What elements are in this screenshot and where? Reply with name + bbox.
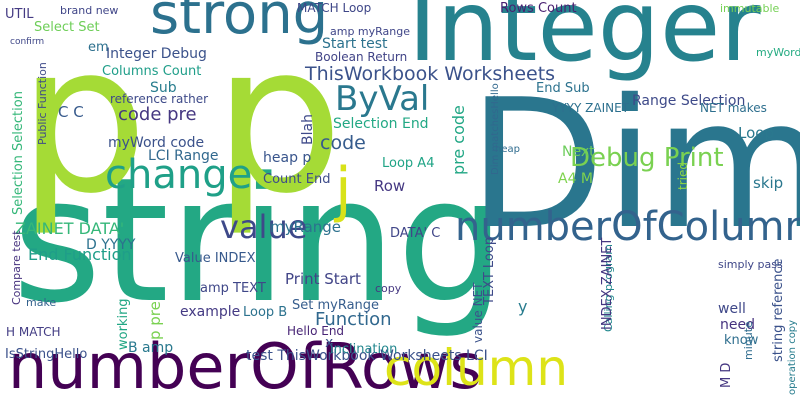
word: Dim xyxy=(468,61,800,268)
word: TEXT Loop xyxy=(482,237,497,306)
word: amp TEXT xyxy=(200,281,266,296)
word: C C xyxy=(58,103,84,121)
word: D YYYY xyxy=(86,237,136,253)
word: Function xyxy=(315,309,392,330)
word: B amp xyxy=(128,340,173,356)
word: Loop B xyxy=(243,305,287,320)
word: Loop A4 xyxy=(382,156,434,171)
word: YYYY ZAINET xyxy=(551,101,630,115)
word: Integer Debug xyxy=(106,46,207,62)
word: value NET xyxy=(471,282,485,343)
word: numberOfRows xyxy=(8,330,482,400)
word: IsStringHello xyxy=(5,347,87,362)
word: operation copy xyxy=(787,320,798,395)
word: brand new xyxy=(60,4,118,17)
word: p pre xyxy=(146,301,164,340)
word: strong xyxy=(150,0,328,47)
word: H MATCH xyxy=(6,325,61,339)
word: myRange xyxy=(270,218,341,236)
word: value xyxy=(220,208,307,246)
word: string xyxy=(12,140,506,341)
word: reference rather xyxy=(110,92,208,106)
word: Print Start xyxy=(285,270,361,288)
word: Next xyxy=(562,144,595,160)
word: End Function xyxy=(28,245,132,264)
word: ThisWorkbook Worksheets xyxy=(304,63,555,85)
word: Select Set xyxy=(34,20,100,35)
word: inclination xyxy=(330,342,397,357)
word: Sub xyxy=(150,80,177,96)
word: x xyxy=(325,335,333,351)
word: code pre xyxy=(118,104,197,125)
word: immutable xyxy=(720,2,780,15)
word: p p xyxy=(18,1,343,239)
word: End Sub xyxy=(536,81,590,96)
word: heap xyxy=(495,144,520,155)
word: myWord xyxy=(756,46,800,59)
word: column xyxy=(384,339,568,397)
word: Integer xyxy=(408,0,761,84)
word: Rows Count xyxy=(500,1,577,16)
word: amp myRange xyxy=(330,25,410,38)
word: Calling program xyxy=(602,244,615,332)
word: Boolean Return xyxy=(315,50,407,64)
word: Loop xyxy=(738,124,774,142)
word: test ThisWorkbook Worksheets LCI xyxy=(246,348,488,364)
word: copy xyxy=(375,282,402,295)
word: Debug Print xyxy=(570,143,724,173)
word: UTIL xyxy=(5,7,34,22)
word: Blah xyxy=(300,114,316,145)
word: heap p xyxy=(263,150,311,166)
word: Value INDEX xyxy=(175,251,256,266)
word: y xyxy=(518,297,527,316)
word: Dim matchesHello xyxy=(490,83,501,175)
word: simply pass xyxy=(718,258,783,271)
word: em xyxy=(88,40,109,55)
word: need xyxy=(720,317,755,333)
word: A4 M xyxy=(558,171,593,187)
word: confirm xyxy=(10,37,44,47)
word: code xyxy=(320,132,366,154)
word: myWord code xyxy=(108,135,204,151)
word: numberOfColumns xyxy=(455,204,800,250)
word: Compare test xyxy=(10,230,23,305)
word: Selection Selection xyxy=(11,91,26,215)
word: example xyxy=(180,304,240,320)
word: Range Selection xyxy=(632,93,745,109)
word: Public Function xyxy=(36,62,49,145)
word: LCI Range xyxy=(148,148,219,164)
word: make xyxy=(26,296,56,309)
word: j xyxy=(333,155,352,225)
word: Set myRange xyxy=(292,298,379,313)
word: ZAINET DATA' xyxy=(15,219,124,238)
word: minute xyxy=(742,321,755,360)
word: INDEX ZAINET xyxy=(600,238,615,330)
word: Row xyxy=(374,177,405,195)
word: NET makes xyxy=(700,101,767,115)
word: well xyxy=(718,301,746,317)
word: string reference xyxy=(771,258,786,362)
word: skip xyxy=(753,174,783,192)
word: M D xyxy=(719,363,734,388)
word: ByVal xyxy=(335,79,429,119)
word: Hello End xyxy=(287,324,344,338)
word: Count End xyxy=(263,172,330,187)
word: Columns Count xyxy=(102,64,201,79)
word: Start test xyxy=(322,36,388,52)
word: DATA' C xyxy=(390,226,440,241)
word: MATCH Loop xyxy=(297,1,371,15)
word: change xyxy=(105,152,252,198)
word: know xyxy=(724,333,759,348)
word: working xyxy=(116,298,131,350)
word: tried xyxy=(676,162,690,190)
word: Selection End xyxy=(333,116,429,132)
word: pre code xyxy=(449,105,468,175)
